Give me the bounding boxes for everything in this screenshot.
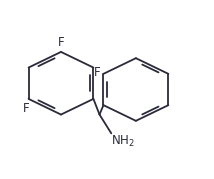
Text: F: F [94,66,100,79]
Text: NH$_2$: NH$_2$ [111,134,135,149]
Text: F: F [58,36,64,49]
Text: F: F [23,101,30,115]
